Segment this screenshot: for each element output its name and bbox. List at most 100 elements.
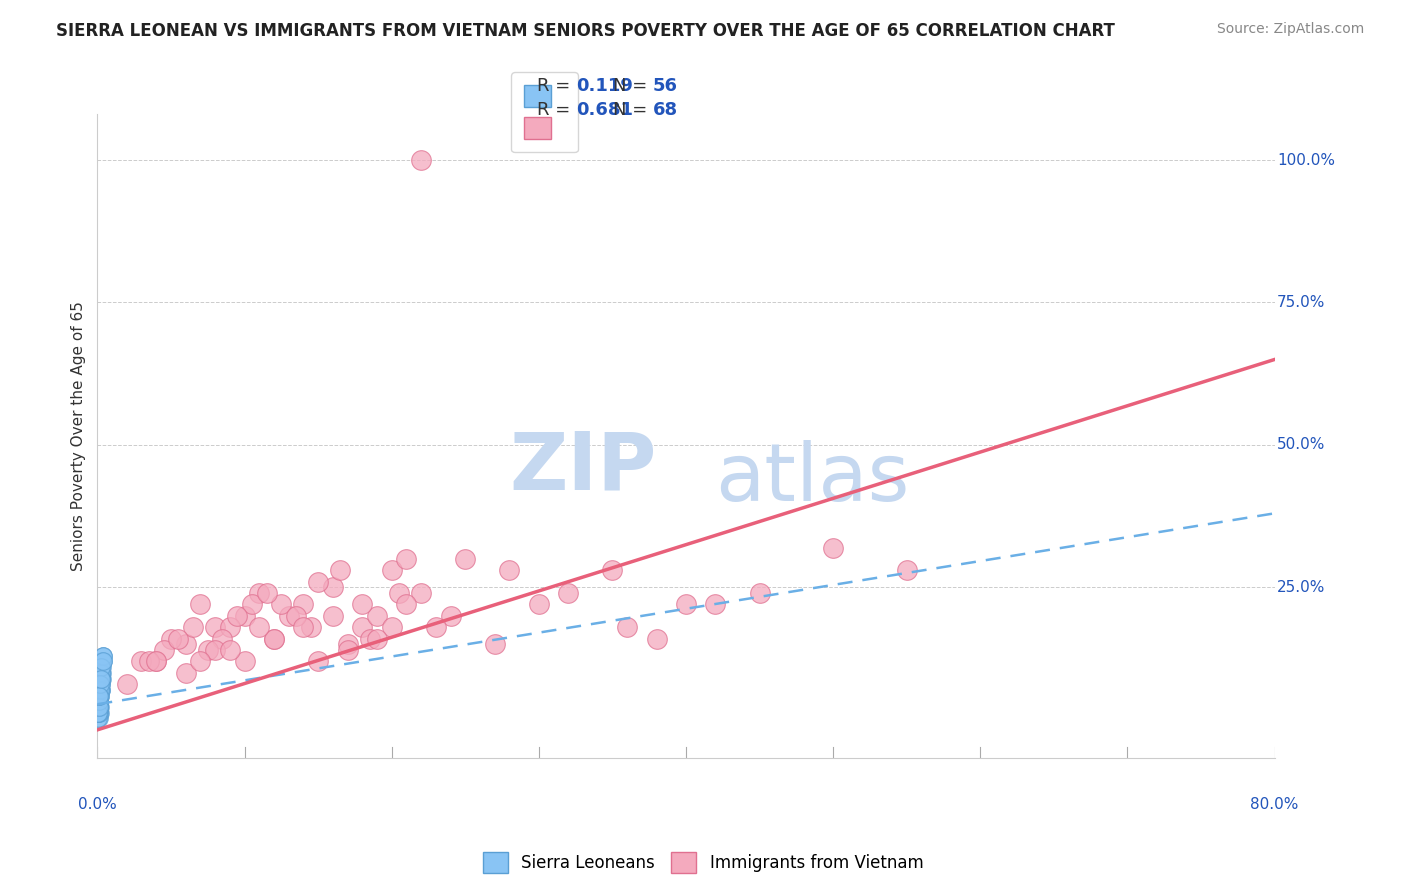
Point: [439, 608, 461, 623]
Text: 56: 56: [652, 77, 678, 95]
Point: [87, 711, 110, 725]
Point: [90, 677, 112, 691]
Text: 25.0%: 25.0%: [1277, 580, 1326, 595]
Point: [90, 655, 112, 669]
Point: [645, 632, 668, 646]
Point: [181, 620, 204, 634]
Point: [89, 706, 111, 720]
Point: [247, 620, 270, 634]
Point: [174, 637, 197, 651]
Point: [454, 552, 477, 566]
Point: [190, 655, 212, 669]
Point: [675, 598, 697, 612]
Text: 50.0%: 50.0%: [1277, 437, 1326, 452]
Point: [87, 706, 110, 720]
Point: [218, 643, 240, 657]
Point: [425, 620, 447, 634]
Point: [322, 608, 344, 623]
Point: [87, 689, 110, 703]
Text: 100.0%: 100.0%: [1277, 153, 1334, 168]
Text: 75.0%: 75.0%: [1277, 295, 1326, 310]
Text: atlas: atlas: [716, 440, 910, 518]
Point: [90, 672, 112, 686]
Point: [359, 632, 381, 646]
Point: [409, 586, 432, 600]
Point: [89, 677, 111, 691]
Point: [115, 677, 138, 691]
Point: [233, 655, 256, 669]
Point: [145, 655, 167, 669]
Point: [89, 683, 111, 698]
Point: [204, 643, 226, 657]
Point: [190, 598, 212, 612]
Point: [91, 655, 114, 669]
Point: [89, 665, 111, 680]
Point: [89, 677, 111, 691]
Point: [352, 598, 374, 612]
Point: [91, 648, 114, 663]
Point: [616, 620, 638, 634]
Text: 0.0%: 0.0%: [77, 797, 117, 812]
Text: 80.0%: 80.0%: [1250, 797, 1299, 812]
Point: [307, 574, 329, 589]
Point: [896, 563, 918, 577]
Point: [87, 700, 110, 714]
Point: [90, 665, 112, 680]
Point: [91, 660, 114, 674]
Text: R =: R =: [537, 77, 576, 95]
Point: [87, 689, 110, 703]
Point: [366, 632, 388, 646]
Point: [89, 683, 111, 698]
Point: [381, 563, 404, 577]
Point: [90, 665, 112, 680]
Point: [285, 608, 308, 623]
Point: [145, 655, 167, 669]
Point: [381, 620, 404, 634]
Point: [498, 563, 520, 577]
Point: [167, 632, 190, 646]
Point: [87, 694, 110, 708]
Text: SIERRA LEONEAN VS IMMIGRANTS FROM VIETNAM SENIORS POVERTY OVER THE AGE OF 65 COR: SIERRA LEONEAN VS IMMIGRANTS FROM VIETNA…: [56, 22, 1115, 40]
Point: [329, 563, 352, 577]
Point: [197, 643, 219, 657]
Point: [557, 586, 579, 600]
Point: [270, 598, 292, 612]
Text: 68: 68: [652, 101, 678, 119]
Point: [292, 598, 315, 612]
Point: [226, 608, 249, 623]
Point: [91, 648, 114, 663]
Point: [395, 552, 418, 566]
Point: [90, 665, 112, 680]
Point: [247, 586, 270, 600]
Point: [174, 665, 197, 680]
Legend: Sierra Leoneans, Immigrants from Vietnam: Sierra Leoneans, Immigrants from Vietnam: [475, 846, 931, 880]
Point: [336, 637, 359, 651]
Point: [87, 694, 110, 708]
Point: [160, 632, 183, 646]
Point: [90, 677, 112, 691]
Point: [233, 608, 256, 623]
Point: [89, 672, 111, 686]
Text: R =: R =: [537, 101, 576, 119]
Point: [87, 694, 110, 708]
Point: [90, 672, 112, 686]
Point: [89, 689, 111, 703]
Point: [90, 683, 112, 698]
Point: [322, 581, 344, 595]
Point: [138, 655, 160, 669]
Point: [263, 632, 285, 646]
Point: [263, 632, 285, 646]
Y-axis label: Seniors Poverty Over the Age of 65: Seniors Poverty Over the Age of 65: [72, 301, 86, 572]
Point: [90, 660, 112, 674]
Point: [87, 689, 110, 703]
Point: [204, 620, 226, 634]
Point: [704, 598, 727, 612]
Point: [87, 706, 110, 720]
Point: [211, 632, 233, 646]
Point: [602, 563, 624, 577]
Point: [218, 620, 240, 634]
Point: [527, 598, 550, 612]
Point: [299, 620, 322, 634]
Point: [89, 672, 111, 686]
Point: [87, 700, 110, 714]
